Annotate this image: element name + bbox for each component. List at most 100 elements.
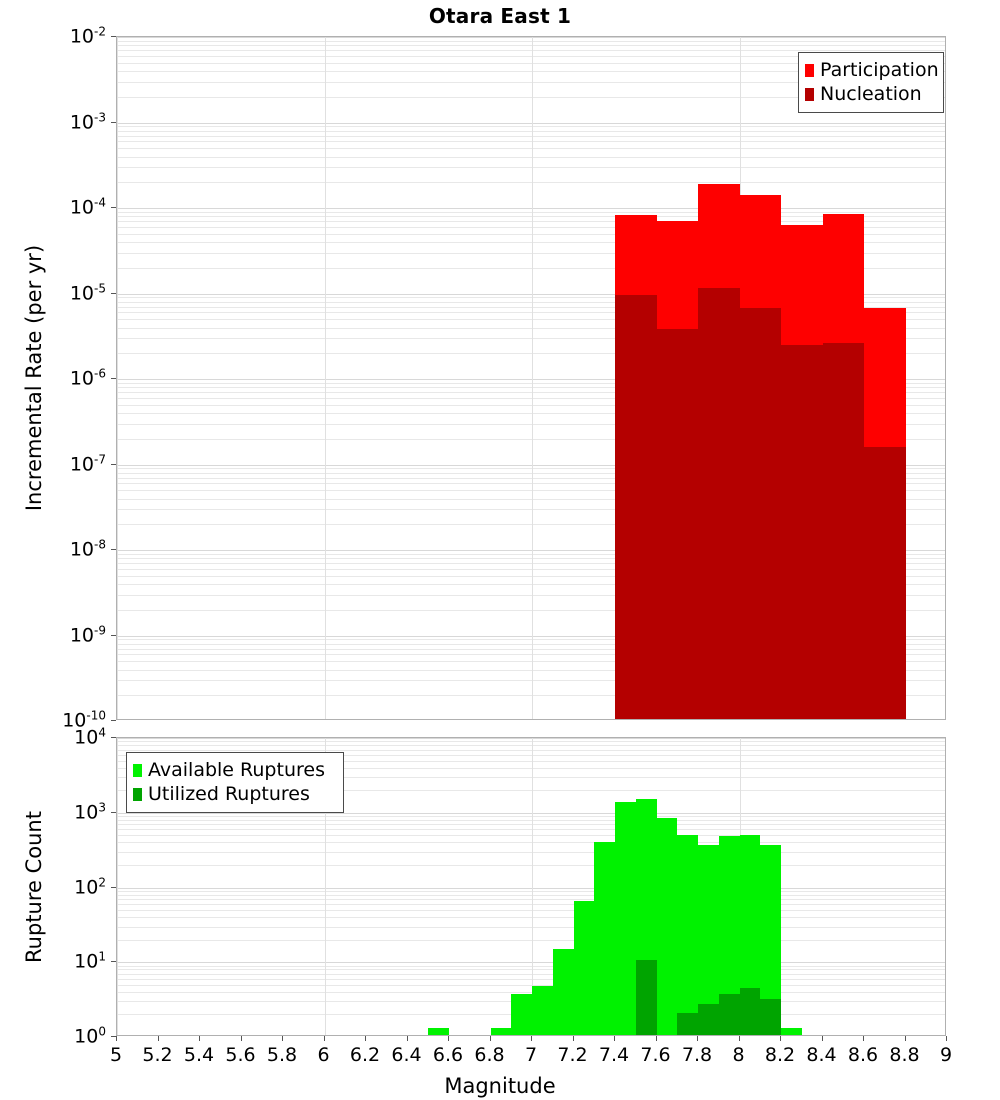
bar-rupture-count <box>718 835 740 1035</box>
gridline-vertical <box>117 37 118 719</box>
bar-rupture-count <box>781 1028 802 1035</box>
bottom-panel-legend[interactable]: Available Ruptures Utilized Ruptures <box>126 752 344 813</box>
gridline <box>117 327 945 329</box>
y-tick-label: 10-10 <box>62 708 106 732</box>
x-tick-label: 6.6 <box>432 1044 464 1066</box>
x-tick-mark <box>655 1036 657 1041</box>
bar-rupture-count <box>428 1028 449 1035</box>
gridline-vertical <box>532 738 533 1035</box>
gridline <box>117 50 945 52</box>
x-tick-mark <box>821 1036 823 1041</box>
y-tick-label: 101 <box>74 949 106 973</box>
x-tick-mark <box>738 1036 740 1041</box>
legend-item[interactable]: Participation <box>805 58 939 82</box>
bar-rupture-count <box>635 798 657 1035</box>
gridline <box>117 965 945 967</box>
bottom-panel-bars <box>117 738 945 1035</box>
gridline <box>117 387 945 389</box>
gridline <box>117 71 945 73</box>
y-tick-mark <box>111 463 116 465</box>
bar-segment-nucleation <box>656 329 698 719</box>
bar-segment-nucleation <box>781 344 823 719</box>
y-tick-mark <box>111 737 116 738</box>
bar-segment-nucleation <box>739 307 781 719</box>
bar-rupture-count <box>760 844 781 1035</box>
gridline <box>117 851 945 853</box>
legend-swatch-icon <box>133 763 142 777</box>
gridline <box>117 37 945 38</box>
bar-segment-available <box>490 1028 512 1035</box>
gridline <box>117 749 945 751</box>
gridline <box>117 211 945 213</box>
x-tick-mark <box>780 1036 781 1041</box>
gridline <box>117 695 945 697</box>
bar-segment-utilized <box>718 994 740 1035</box>
top-panel-legend[interactable]: Participation Nucleation <box>798 52 944 113</box>
x-tick-label: 6.2 <box>349 1044 381 1066</box>
top-panel-bars <box>117 37 945 719</box>
gridline <box>117 397 945 399</box>
gridline <box>117 392 945 394</box>
y-tick-mark <box>111 961 116 963</box>
y-tick-label: 103 <box>74 800 106 824</box>
gridline <box>117 767 945 769</box>
legend-item[interactable]: Utilized Ruptures <box>133 782 335 806</box>
x-tick-label: 8.2 <box>764 1044 796 1066</box>
x-tick-label: 5.8 <box>266 1044 298 1066</box>
x-tick-mark <box>116 1036 117 1041</box>
gridline <box>117 208 945 209</box>
y-tick-mark <box>111 811 116 813</box>
gridline <box>117 910 945 911</box>
gridline <box>117 991 945 993</box>
gridline <box>117 575 945 577</box>
gridline <box>117 312 945 314</box>
gridline <box>117 379 945 380</box>
x-tick-mark <box>614 1036 615 1041</box>
legend-item[interactable]: Nucleation <box>805 82 935 106</box>
gridline <box>117 267 945 269</box>
bar-rupture-count <box>594 842 615 1035</box>
bar-segment-utilized <box>698 1003 719 1035</box>
gridline <box>117 293 945 295</box>
gridline <box>117 338 945 340</box>
y-tick-mark <box>111 292 116 294</box>
bar-segment-available <box>532 986 553 1035</box>
gridline <box>117 126 945 128</box>
x-tick-label: 7.4 <box>598 1044 630 1066</box>
gridline <box>117 741 945 743</box>
x-tick-label: 8 <box>732 1044 745 1066</box>
incremental-rate-plot[interactable] <box>116 36 946 720</box>
gridline <box>117 40 945 42</box>
bar-rupture-count <box>615 802 636 1035</box>
y-tick-label: 104 <box>74 725 106 749</box>
gridline <box>117 584 945 586</box>
y-tick-mark <box>111 1036 116 1037</box>
legend-item[interactable]: Available Ruptures <box>133 758 335 782</box>
gridline <box>117 973 945 975</box>
x-tick-label: 5.2 <box>142 1044 173 1066</box>
bar-segment-available <box>594 842 615 1035</box>
gridline <box>117 790 945 792</box>
gridline <box>117 568 945 570</box>
bar-rupture-count <box>552 949 574 1035</box>
gridline <box>117 498 945 500</box>
gridline <box>117 745 945 747</box>
gridline-vertical <box>324 37 326 719</box>
gridline <box>117 842 945 844</box>
y-tick-label: 102 <box>74 874 106 899</box>
gridline <box>117 122 945 124</box>
x-tick-label: 7.8 <box>681 1044 713 1066</box>
bar-segment-utilized <box>760 999 781 1035</box>
y-tick-mark <box>111 378 116 379</box>
bar-segment-available <box>698 844 719 1035</box>
x-tick-label: 8.8 <box>889 1044 920 1066</box>
gridline <box>117 917 945 919</box>
gridline <box>117 524 945 526</box>
gridline <box>117 252 945 254</box>
gridline <box>117 182 945 184</box>
gridline <box>117 978 945 980</box>
gridline <box>117 550 945 551</box>
gridline <box>117 635 945 637</box>
gridline <box>117 864 945 866</box>
